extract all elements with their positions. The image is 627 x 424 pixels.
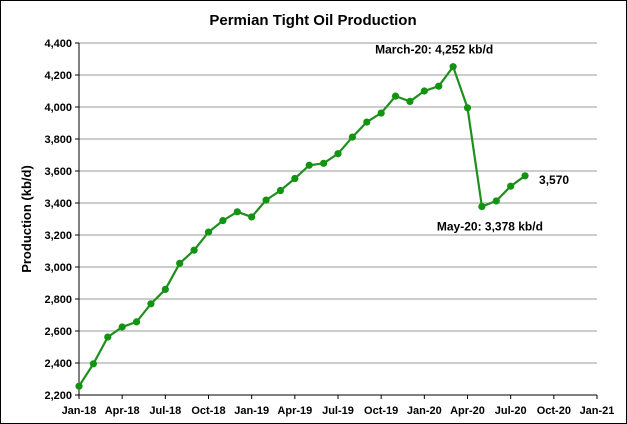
data-point (291, 174, 299, 183)
data-point (204, 228, 213, 236)
data-point (147, 300, 155, 308)
y-tick-labels: 2,200 2,400 2,600 2,800 3,000 3,200 3,400 3,600… (44, 38, 72, 402)
data-point (75, 382, 83, 390)
x-tick-label: Jul-18 (149, 405, 181, 417)
x-tick-label: Apr-20 (450, 405, 485, 417)
data-point (248, 213, 256, 221)
data-point (377, 109, 385, 117)
data-point (507, 182, 515, 190)
y-tick-label: 4,200 (44, 70, 72, 82)
x-tick-label: Jul-19 (322, 405, 354, 417)
x-tick-label: Jan-19 (234, 405, 269, 417)
data-point (492, 197, 500, 205)
data-point (190, 246, 198, 254)
y-tick-label: 2,600 (44, 326, 72, 338)
x-tick-labels: Jan-18 Apr-18 Jul-18 Oct-18 Jan-19 Apr-19 Jul-… (62, 405, 615, 417)
data-point (435, 82, 443, 90)
data-point (176, 259, 184, 267)
x-tick-label: Apr-18 (105, 405, 140, 417)
axes (75, 42, 598, 399)
annotation-label: March-20: 4,252 kb/d (375, 43, 493, 57)
x-tick-label: Jan-20 (407, 405, 442, 417)
data-point (348, 133, 356, 141)
x-tick-label: Oct-18 (191, 405, 225, 417)
y-tick-label: 3,800 (44, 134, 72, 146)
annotation-label: 3,570 (539, 173, 569, 187)
data-point (262, 196, 270, 204)
data-point (161, 285, 169, 293)
data-point (391, 92, 400, 100)
x-tick-label: Apr-19 (277, 405, 312, 417)
y-tick-label: 4,400 (44, 38, 72, 50)
chart-title: Permian Tight Oil Production (209, 12, 416, 29)
y-tick-label: 2,200 (44, 390, 72, 402)
x-tick-label: Oct-20 (537, 405, 571, 417)
data-point (233, 208, 241, 216)
y-tick-label: 3,600 (44, 166, 72, 178)
data-point (320, 159, 328, 167)
data-point (118, 323, 126, 331)
x-tick-label: Oct-19 (364, 405, 398, 417)
y-tick-label: 2,800 (44, 294, 72, 306)
data-point (478, 202, 486, 211)
data-point (305, 161, 313, 169)
x-tick-label: Jan-21 (580, 405, 615, 417)
data-point (219, 217, 227, 225)
y-tick-label: 3,400 (44, 198, 72, 210)
y-tick-label: 2,400 (44, 358, 72, 370)
data-point (334, 150, 342, 158)
data-point (89, 360, 97, 368)
data-point (463, 104, 472, 112)
y-tick-label: 3,200 (44, 230, 72, 242)
data-point (104, 333, 112, 341)
series-production (75, 63, 529, 390)
gridlines (79, 42, 597, 364)
x-tick-label: Jul-20 (495, 405, 527, 417)
data-point (132, 318, 141, 326)
y-tick-label: 3,000 (44, 262, 72, 274)
data-point (521, 172, 529, 180)
data-point (449, 63, 457, 71)
data-point (420, 87, 428, 95)
y-tick-label: 4,000 (44, 102, 72, 114)
data-point (406, 97, 414, 105)
annotation-label: May-20: 3,378 kb/d (437, 220, 543, 234)
y-axis-title: Production (kb/d) (19, 165, 34, 273)
data-point (363, 118, 371, 126)
data-point (276, 186, 285, 195)
x-tick-label: Jan-18 (62, 405, 97, 417)
annotations: March-20: 4,252 kb/d May-20: 3,378 kb/d 3,… (375, 43, 569, 234)
